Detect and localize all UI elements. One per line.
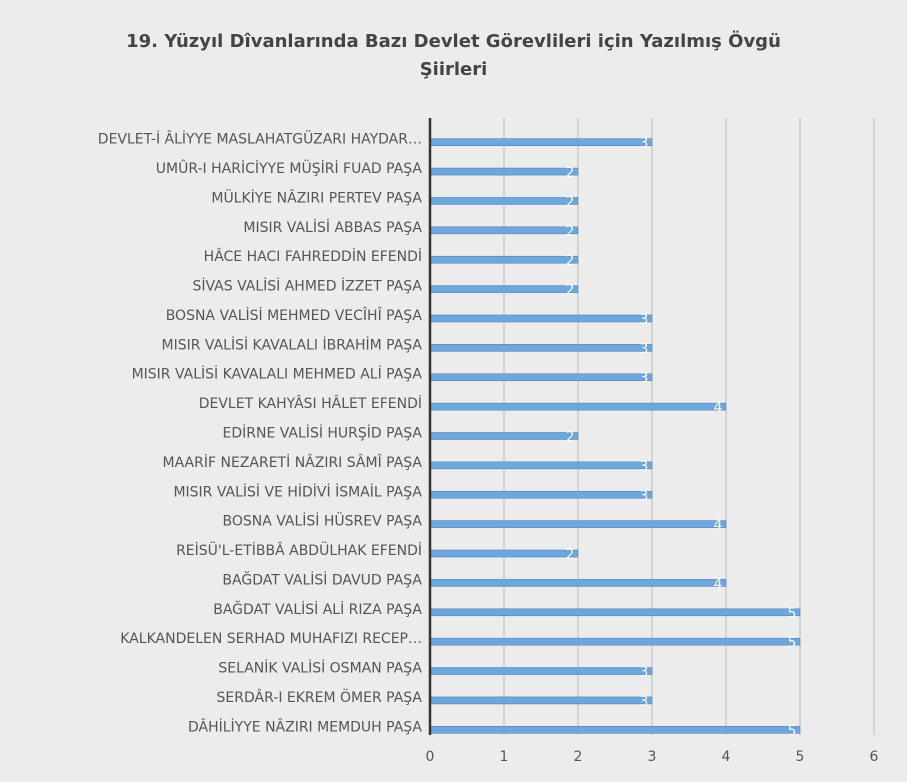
y-tick-label: BAĞDAT VALİSİ DAVUD PAŞA bbox=[222, 570, 422, 588]
bar bbox=[429, 490, 653, 499]
y-tick-label: SİVAS VALİSİ AHMED İZZET PAŞA bbox=[192, 277, 422, 295]
y-tick-label: REİSÜ'L-ETİBBÂ ABDÜLHAK EFENDİ bbox=[176, 541, 422, 559]
x-tick-label: 1 bbox=[500, 749, 509, 765]
y-tick-label: DEVLET KAHYÂSI HÂLET EFENDİ bbox=[199, 394, 422, 412]
bar bbox=[429, 344, 653, 352]
bar bbox=[429, 138, 653, 146]
y-tick-label: DEVLET-İ ÂLİYYE MASLAHATGÜZARI HAYDAR… bbox=[98, 130, 422, 148]
y-tick-label: MÜLKİYE NÂZIRI PERTEV PAŞA bbox=[211, 188, 422, 206]
bar bbox=[429, 314, 653, 323]
data-label: 2 bbox=[566, 283, 575, 299]
data-label: 4 bbox=[714, 576, 723, 592]
data-label: 3 bbox=[640, 312, 649, 328]
bar bbox=[429, 726, 801, 734]
data-label: 2 bbox=[566, 547, 575, 563]
bar bbox=[429, 667, 653, 675]
bar bbox=[429, 373, 653, 382]
x-tick-label: 3 bbox=[648, 749, 657, 765]
data-label: 4 bbox=[714, 400, 723, 416]
bar bbox=[429, 226, 579, 235]
data-label: 3 bbox=[640, 665, 649, 681]
y-tick-label: MAARİF NEZARETİ NÂZIRI SÂMÎ PAŞA bbox=[163, 453, 423, 471]
data-label: 3 bbox=[640, 459, 649, 475]
data-label: 3 bbox=[640, 136, 649, 152]
y-tick-label: MISIR VALİSİ ABBAS PAŞA bbox=[243, 218, 422, 236]
data-label: 2 bbox=[566, 165, 575, 181]
x-tick-label: 6 bbox=[870, 749, 879, 765]
y-tick-label: BOSNA VALİSİ MEHMED VECÎHÎ PAŞA bbox=[166, 306, 423, 324]
bar bbox=[429, 461, 653, 470]
y-tick-label: EDİRNE VALİSİ HURŞİD PAŞA bbox=[223, 424, 423, 442]
data-label: 2 bbox=[566, 430, 575, 446]
x-tick-label: 5 bbox=[796, 749, 805, 765]
bar bbox=[429, 637, 801, 646]
data-label: 5 bbox=[788, 606, 797, 622]
x-tick-label: 0 bbox=[426, 749, 435, 765]
data-label: 5 bbox=[788, 635, 797, 651]
bar bbox=[429, 285, 579, 293]
y-tick-label: KALKANDELEN SERHAD MUHAFIZI RECEP… bbox=[120, 631, 422, 647]
data-label: 3 bbox=[640, 371, 649, 387]
bar bbox=[429, 549, 579, 558]
data-label: 3 bbox=[640, 694, 649, 710]
y-tick-label: UMÛR-I HARİCİYYE MÜŞİRİ FUAD PAŞA bbox=[156, 159, 423, 177]
y-tick-label: BOSNA VALİSİ HÜSREV PAŞA bbox=[222, 512, 422, 530]
data-label: 3 bbox=[640, 488, 649, 504]
y-tick-label: DÂHİLİYYE NÂZIRI MEMDUH PAŞA bbox=[188, 717, 422, 735]
y-tick-label: MISIR VALİSİ VE HİDİVİ İSMAİL PAŞA bbox=[173, 482, 422, 500]
y-tick-label: MISIR VALİSİ KAVALALI MEHMED ALİ PAŞA bbox=[132, 365, 423, 383]
y-tick-label: BAĞDAT VALİSİ ALİ RIZA PAŞA bbox=[213, 600, 422, 618]
bar bbox=[429, 696, 653, 705]
bar bbox=[429, 167, 579, 176]
bar bbox=[429, 255, 579, 264]
data-label: 5 bbox=[788, 723, 797, 739]
data-label: 2 bbox=[566, 194, 575, 210]
bar bbox=[429, 402, 727, 411]
bar bbox=[429, 432, 579, 440]
x-tick-label: 2 bbox=[574, 749, 583, 765]
bar bbox=[429, 197, 579, 205]
data-label: 3 bbox=[640, 341, 649, 357]
y-tick-label: MISIR VALİSİ KAVALALI İBRAHİM PAŞA bbox=[161, 335, 422, 353]
y-tick-label: SELANİK VALİSİ OSMAN PAŞA bbox=[218, 659, 422, 677]
bar bbox=[429, 520, 727, 528]
x-tick-label: 4 bbox=[722, 749, 731, 765]
data-label: 2 bbox=[566, 224, 575, 240]
data-label: 2 bbox=[566, 253, 575, 269]
chart-title: 19. Yüzyıl Dîvanlarında Bazı Devlet Göre… bbox=[126, 31, 781, 80]
y-tick-label: SERDÂR-I EKREM ÖMER PAŞA bbox=[217, 688, 423, 706]
y-tick-label: HÂCE HACI FAHREDDİN EFENDİ bbox=[204, 247, 422, 265]
bar bbox=[429, 608, 801, 617]
bar bbox=[429, 579, 727, 587]
data-label: 4 bbox=[714, 518, 723, 534]
